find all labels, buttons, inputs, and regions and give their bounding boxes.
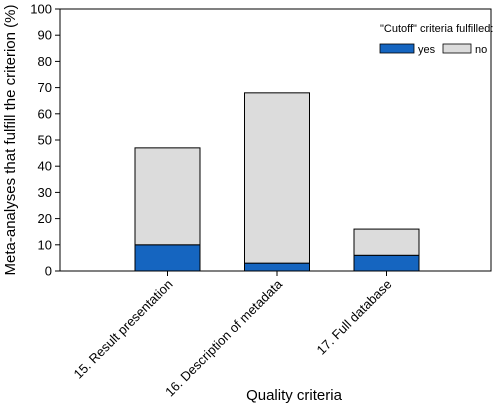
bar-no-3: [353, 228, 420, 256]
y-tick-label: 60: [38, 106, 52, 121]
y-tick-label: 50: [38, 133, 52, 148]
legend-label-no: no: [475, 44, 487, 56]
y-axis: 0 10 20 30 40 50 60 70 80 90 100: [30, 2, 60, 279]
x-axis-title: Quality criteria: [246, 387, 343, 404]
legend-label-yes: yes: [418, 44, 436, 56]
legend: "Cutoff" criteria fulfilled: yes no: [379, 23, 493, 56]
y-tick-label: 80: [38, 54, 52, 69]
y-tick-label: 30: [38, 185, 52, 200]
y-tick-label: 40: [38, 159, 52, 174]
y-tick-label: 90: [38, 28, 52, 43]
y-tick-label: 20: [38, 211, 52, 226]
legend-swatch-yes: [379, 43, 415, 54]
y-tick-label: 70: [38, 80, 52, 95]
y-axis-title: Meta-analyses that fulfill the criterion…: [2, 5, 19, 276]
bars: [134, 92, 420, 272]
x-tick-label: 17. Full database: [313, 277, 394, 358]
legend-swatch-no: [442, 43, 472, 54]
bar-no-2: [244, 92, 310, 264]
legend-title: "Cutoff" criteria fulfilled:: [380, 23, 493, 35]
bar-yes-3: [353, 254, 420, 272]
y-tick-label: 0: [45, 264, 52, 279]
bar-yes-2: [244, 262, 310, 272]
x-tick-label: 15. Result presentation: [70, 277, 175, 382]
x-tick-label: 16. Description of metadata: [162, 276, 286, 400]
bar-no-1: [134, 147, 201, 246]
y-tick-label: 100: [30, 2, 52, 17]
y-tick-label: 10: [38, 237, 52, 252]
bar-yes-1: [134, 244, 201, 272]
